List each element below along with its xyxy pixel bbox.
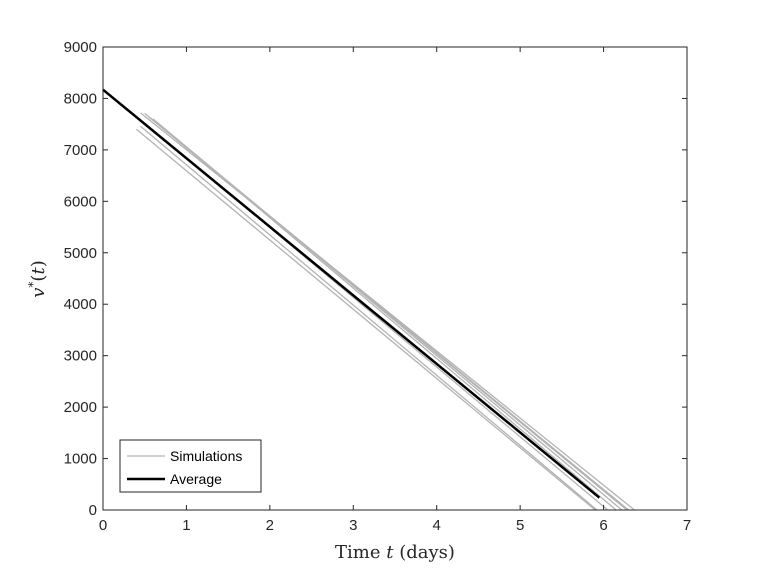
x-tick-label: 1 [182,517,190,534]
y-tick-label: 6000 [64,193,97,210]
simulation-run-line [156,122,617,511]
x-tick-label: 5 [516,517,524,534]
y-tick-label: 3000 [64,348,97,365]
y-tick-label: 0 [89,502,97,519]
x-tick-label: 7 [683,517,691,534]
simulation-run-line [135,128,596,511]
x-tick-label: 4 [433,517,441,534]
y-axis-title: v*(t) [26,260,49,297]
simulation-run-line [152,118,623,511]
x-tick-label: 3 [349,517,357,534]
y-tick-label: 9000 [64,39,97,56]
y-tick-label: 2000 [64,399,97,416]
legend-label-average: Average [170,471,222,487]
x-tick-label: 0 [99,517,107,534]
y-tick-label: 1000 [64,451,97,468]
x-tick-label: 2 [266,517,274,534]
y-tick-label: 8000 [64,90,97,107]
x-axis-title: Time t (days) [335,542,455,563]
simulation-run-line [140,125,598,511]
plot-frame [102,46,688,511]
y-tick-label: 5000 [64,245,97,262]
average-series-line [102,88,601,499]
legend-label-simulations: Simulations [170,448,242,464]
y-tick-label: 4000 [64,296,97,313]
simulation-run-line [140,112,635,511]
legend-box [119,439,262,493]
average-line [102,88,601,499]
axis-ticks: 0 1 2 3 4 5 6 7 0 1000 2000 3000 4000 5000 6000 7000 800… [64,39,692,534]
x-tick-label: 6 [599,517,607,534]
legend: Simulations Average [119,439,262,493]
y-tick-label: 7000 [64,142,97,159]
